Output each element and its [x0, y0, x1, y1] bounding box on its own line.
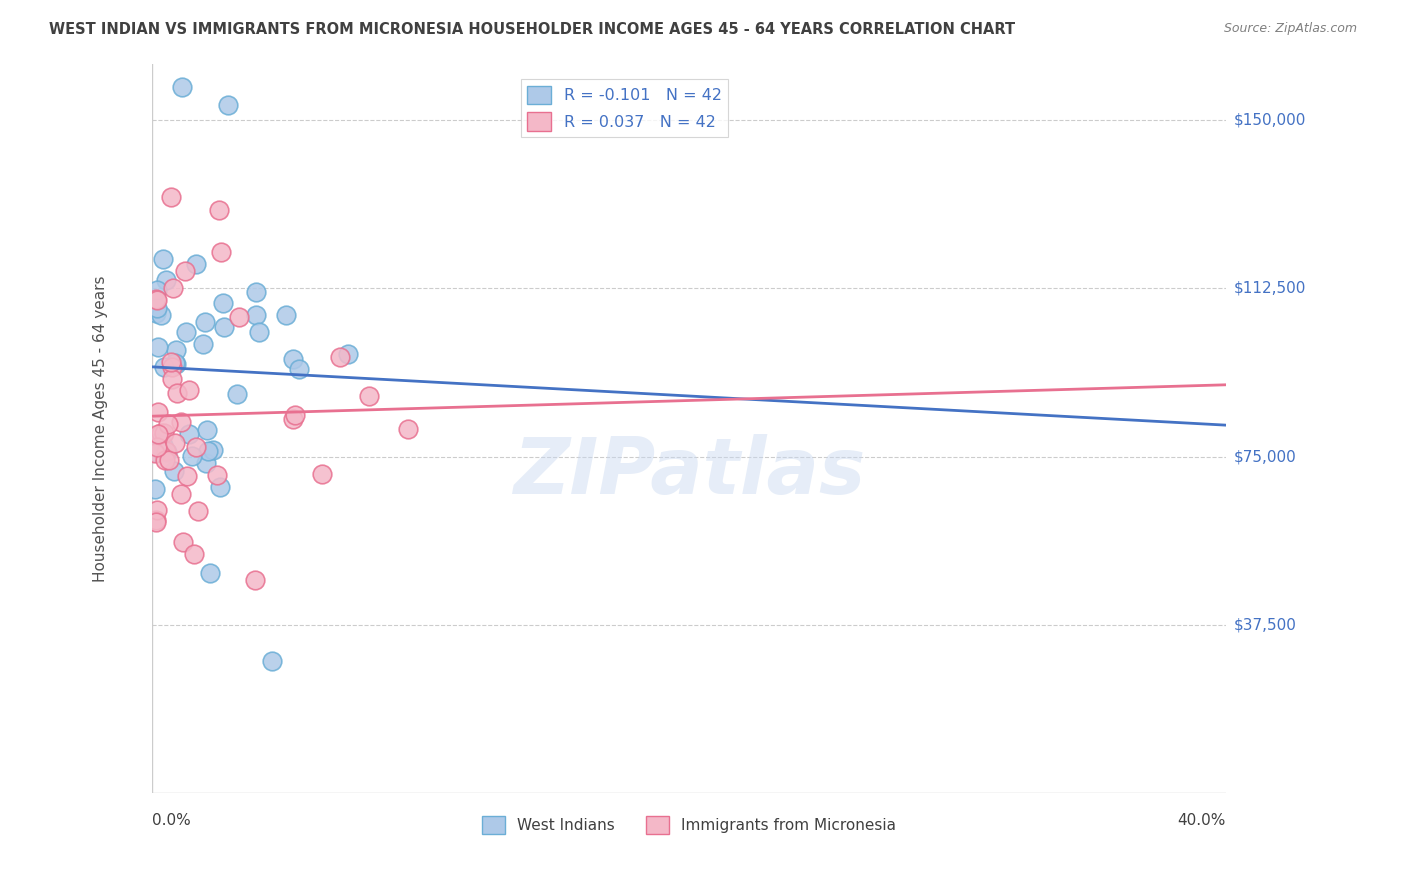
Point — [149, 308, 172, 322]
Point — [245, 285, 267, 300]
Point — [145, 515, 167, 529]
Text: $37,500: $37,500 — [1234, 617, 1296, 632]
Point — [212, 319, 235, 334]
Point — [281, 352, 304, 367]
Point — [153, 453, 176, 467]
Text: Householder Income Ages 45 - 64 years: Householder Income Ages 45 - 64 years — [93, 276, 108, 582]
Point — [159, 190, 181, 204]
Point — [194, 315, 217, 329]
Point — [186, 257, 208, 271]
Legend: West Indians, Immigrants from Micronesia: West Indians, Immigrants from Micronesia — [477, 810, 903, 840]
Point — [165, 343, 187, 358]
Point — [165, 357, 187, 371]
Point — [160, 360, 183, 375]
Point — [143, 482, 166, 496]
Point — [247, 325, 270, 339]
Text: $112,500: $112,500 — [1234, 281, 1306, 296]
Point — [209, 245, 232, 260]
Point — [146, 427, 169, 442]
Point — [149, 425, 172, 440]
Point — [159, 355, 181, 369]
Point — [245, 308, 267, 322]
Point — [166, 386, 188, 401]
Point — [184, 440, 207, 454]
Point — [155, 443, 177, 458]
Point — [245, 573, 267, 587]
Point — [146, 440, 169, 454]
Point — [170, 487, 193, 501]
Point — [145, 293, 167, 307]
Point — [191, 336, 214, 351]
Point — [207, 202, 229, 217]
Point — [311, 467, 333, 481]
Point — [146, 283, 169, 297]
Point — [146, 301, 169, 315]
Point — [145, 306, 167, 320]
Point — [336, 347, 359, 361]
Text: Source: ZipAtlas.com: Source: ZipAtlas.com — [1223, 22, 1357, 36]
Point — [217, 98, 239, 112]
Point — [180, 449, 202, 463]
Point — [146, 340, 169, 354]
Point — [396, 422, 419, 436]
Point — [152, 359, 174, 374]
Point — [284, 408, 307, 422]
Point — [172, 534, 194, 549]
Point — [328, 350, 350, 364]
Point — [177, 384, 200, 398]
Point — [145, 445, 167, 459]
Point — [174, 264, 197, 278]
Point — [160, 372, 183, 386]
Point — [145, 503, 167, 517]
Text: $150,000: $150,000 — [1234, 112, 1306, 128]
Point — [177, 426, 200, 441]
Point — [143, 446, 166, 460]
Point — [228, 310, 250, 324]
Point — [162, 281, 184, 295]
Point — [174, 325, 197, 339]
Point — [165, 356, 187, 370]
Point — [183, 547, 205, 561]
Point — [198, 566, 221, 580]
Point — [153, 425, 176, 440]
Point — [288, 362, 311, 376]
Point — [207, 468, 229, 483]
Point — [163, 464, 186, 478]
Point — [155, 273, 177, 287]
Point — [357, 389, 380, 403]
Point — [187, 504, 209, 518]
Point — [152, 438, 174, 452]
Point — [176, 469, 198, 483]
Point — [212, 296, 235, 310]
Text: WEST INDIAN VS IMMIGRANTS FROM MICRONESIA HOUSEHOLDER INCOME AGES 45 - 64 YEARS : WEST INDIAN VS IMMIGRANTS FROM MICRONESI… — [49, 22, 1015, 37]
Point — [209, 480, 232, 494]
Text: ZIPatlas: ZIPatlas — [513, 434, 865, 510]
Point — [145, 436, 167, 450]
Text: 40.0%: 40.0% — [1178, 814, 1226, 829]
Point — [146, 293, 169, 307]
Point — [197, 444, 219, 458]
Point — [274, 308, 297, 322]
Point — [152, 252, 174, 266]
Point — [146, 405, 169, 419]
Point — [169, 415, 191, 429]
Point — [170, 80, 193, 95]
Point — [156, 445, 179, 459]
Point — [165, 436, 187, 450]
Point — [226, 387, 249, 401]
Text: $75,000: $75,000 — [1234, 449, 1296, 464]
Point — [283, 411, 305, 425]
Point — [202, 442, 225, 457]
Text: 0.0%: 0.0% — [152, 814, 191, 829]
Point — [157, 452, 180, 467]
Point — [260, 654, 283, 668]
Point — [145, 513, 167, 527]
Point — [197, 423, 219, 437]
Point — [156, 417, 179, 432]
Point — [195, 456, 218, 470]
